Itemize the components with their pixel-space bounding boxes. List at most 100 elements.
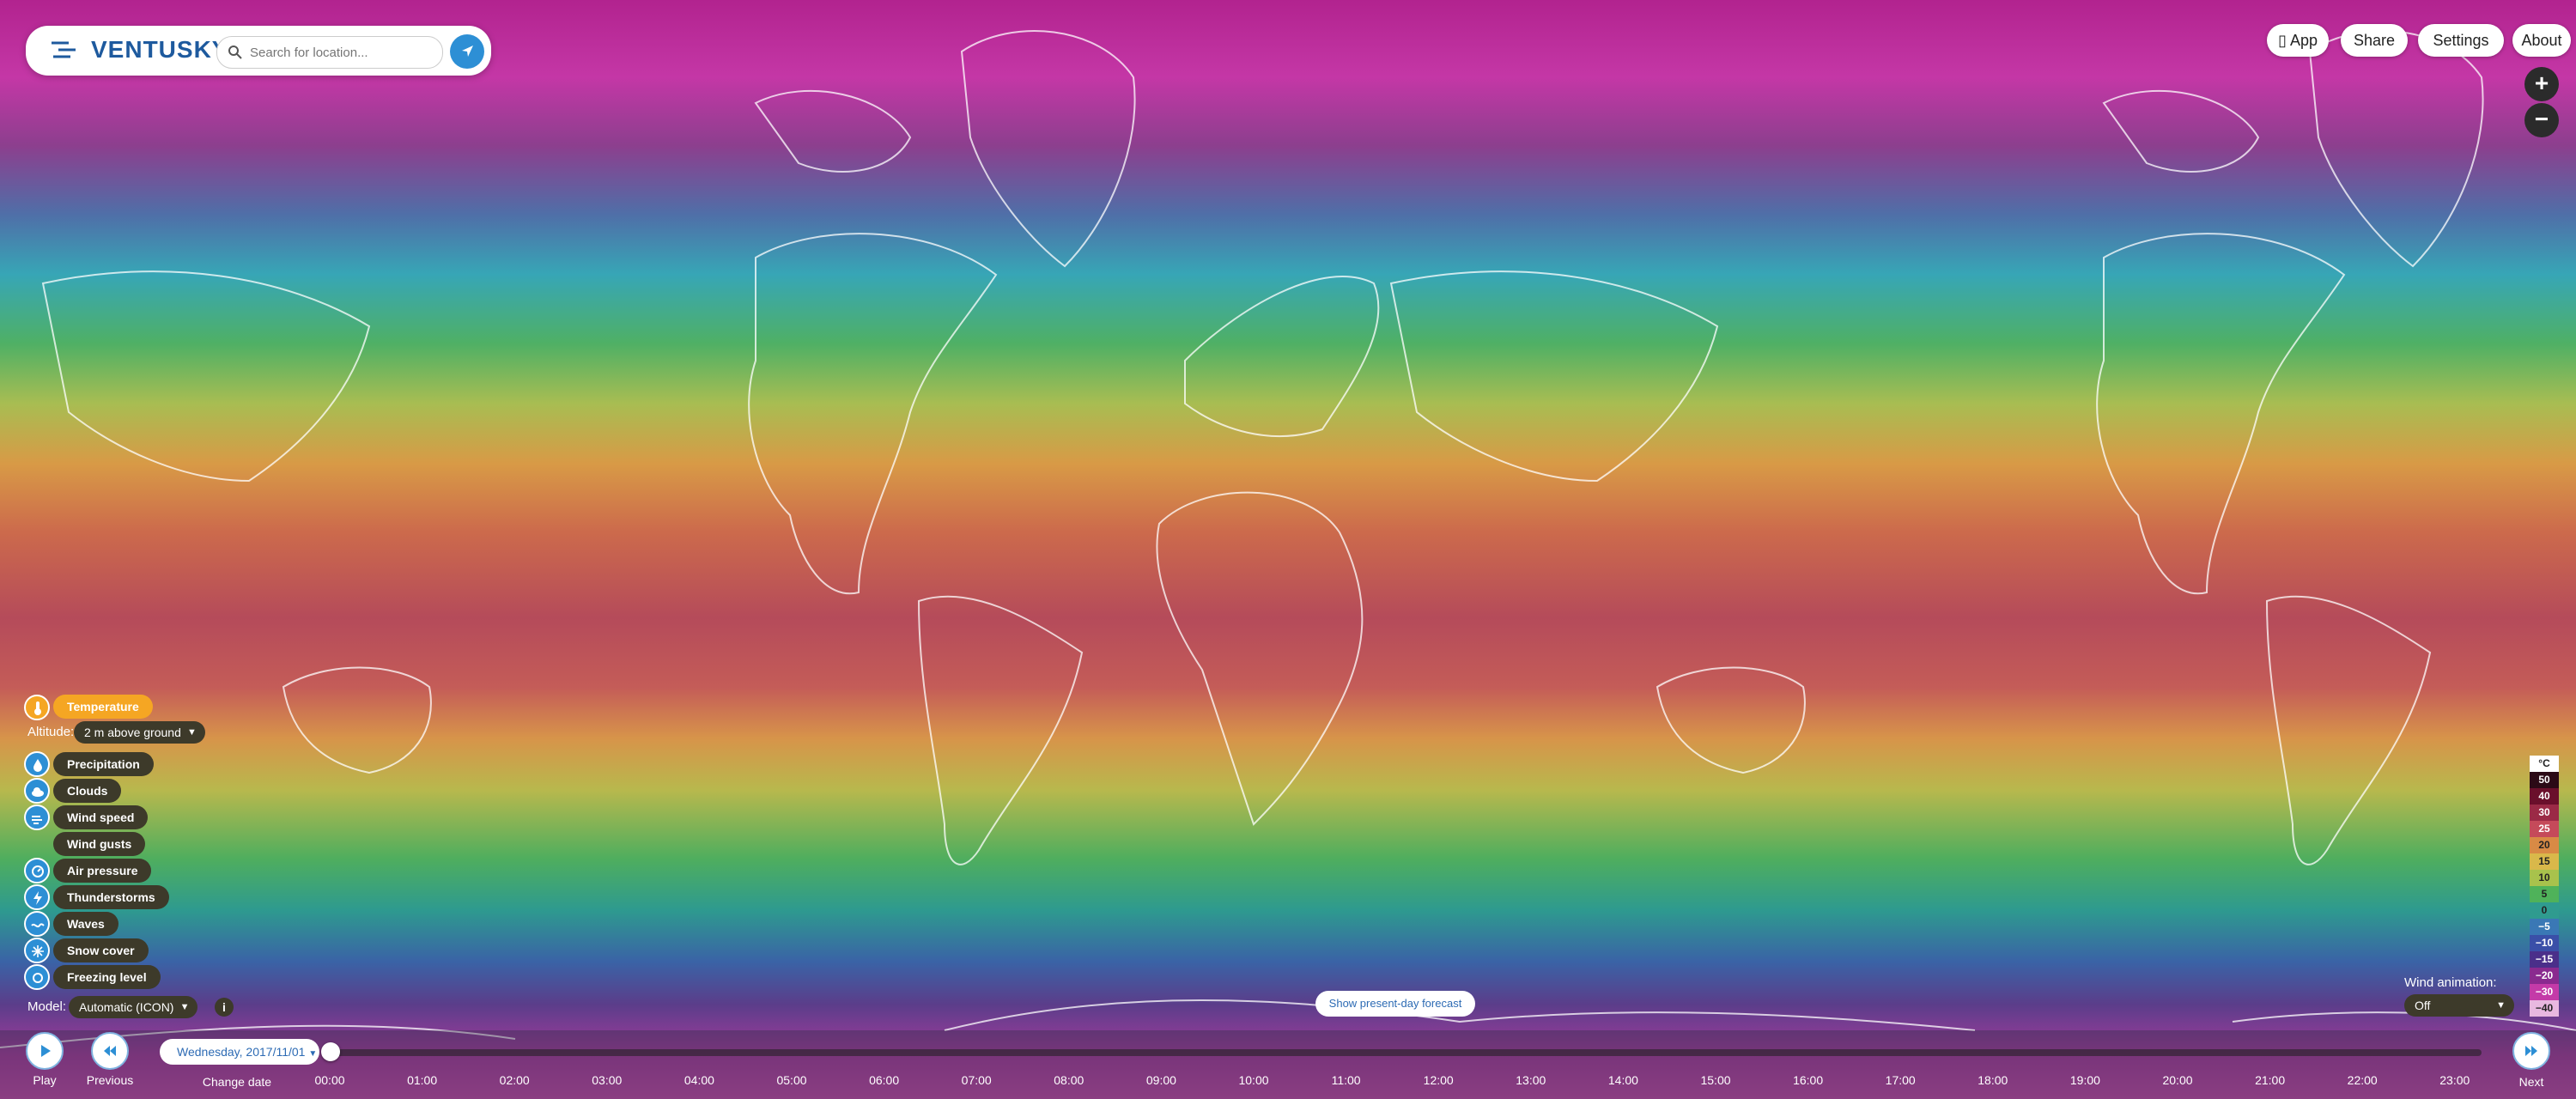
hour-label[interactable]: 06:00 (869, 1073, 900, 1087)
freezing-level-icon[interactable] (24, 964, 50, 990)
hour-label[interactable]: 05:00 (776, 1073, 807, 1087)
search-box[interactable] (216, 36, 443, 69)
date-value: Wednesday, 2017/11/01 (177, 1045, 306, 1059)
legend-entry: 15 (2530, 853, 2559, 870)
model-select[interactable]: Automatic (ICON) ▼ (69, 996, 198, 1018)
air-pressure-icon[interactable] (24, 858, 50, 883)
zoom-in-button[interactable]: + (2524, 67, 2559, 101)
legend-entry: −5 (2530, 919, 2559, 935)
hour-label[interactable]: 20:00 (2162, 1073, 2193, 1087)
hour-label[interactable]: 09:00 (1145, 1073, 1176, 1087)
precipitation-icon[interactable] (24, 751, 50, 777)
layer-snow-cover[interactable]: Snow cover (53, 938, 149, 962)
hour-label[interactable]: 19:00 (2069, 1073, 2100, 1087)
layer-temperature[interactable]: Temperature (53, 695, 153, 719)
zoom-out-button[interactable]: − (2524, 103, 2559, 137)
hour-label[interactable]: 12:00 (1423, 1073, 1454, 1087)
fast-forward-icon (2525, 1046, 2537, 1056)
hour-label[interactable]: 08:00 (1054, 1073, 1084, 1087)
layer-wind-gusts[interactable]: Wind gusts (53, 832, 146, 856)
layer-air-pressure[interactable]: Air pressure (53, 859, 152, 883)
legend-entry: −30 (2530, 984, 2559, 1000)
hour-label[interactable]: 00:00 (314, 1073, 345, 1087)
lightning-icon (33, 891, 42, 905)
legend-entry: 5 (2530, 886, 2559, 902)
previous-button[interactable] (91, 1032, 129, 1070)
wind-icon (32, 816, 42, 824)
hour-label[interactable]: 15:00 (1700, 1073, 1731, 1087)
timeline-handle[interactable] (321, 1042, 340, 1061)
search-icon (228, 46, 242, 59)
header-panel: VENTUSKY (26, 26, 491, 76)
legend-entry: −15 (2530, 951, 2559, 968)
hour-label[interactable]: 23:00 (2439, 1073, 2470, 1087)
share-button[interactable]: Share (2341, 24, 2408, 57)
altitude-value: 2 m above ground (84, 726, 181, 739)
about-button[interactable]: About (2512, 24, 2571, 57)
hour-label[interactable]: 02:00 (499, 1073, 530, 1087)
hour-label[interactable]: 03:00 (592, 1073, 623, 1087)
thunderstorms-icon[interactable] (24, 884, 50, 910)
legend-entry: 20 (2530, 837, 2559, 853)
hour-label[interactable]: 14:00 (1607, 1073, 1638, 1087)
app-button[interactable]: ▯ App (2267, 24, 2329, 57)
next-label: Next (2518, 1075, 2544, 1089)
ventusky-logo[interactable]: VENTUSKY (91, 36, 229, 63)
legend-entry: −20 (2530, 968, 2559, 984)
thermometer-icon (34, 701, 41, 715)
legend-entry: −40 (2530, 1000, 2559, 1017)
wind-animation-select[interactable]: Off ▼ (2404, 994, 2514, 1017)
temperature-legend: °C 50 40 30 25 20 15 10 5 0 −5 −10 −15 −20 −30 −40 (2530, 756, 2559, 1017)
next-button[interactable] (2512, 1032, 2550, 1070)
wind-animation-label: Wind animation: (2404, 975, 2497, 990)
date-picker[interactable]: Wednesday, 2017/11/01 ▼ (160, 1039, 319, 1065)
hour-label[interactable]: 16:00 (1793, 1073, 1824, 1087)
legend-entry: 25 (2530, 821, 2559, 837)
model-label: Model: (27, 999, 67, 1014)
layer-waves[interactable]: Waves (53, 912, 118, 936)
hour-label[interactable]: 13:00 (1516, 1073, 1546, 1087)
info-icon[interactable]: i (215, 998, 234, 1017)
legend-entry: 30 (2530, 805, 2559, 821)
ventusky-logo-icon (52, 41, 76, 58)
hour-label[interactable]: 07:00 (961, 1073, 992, 1087)
hour-label[interactable]: 10:00 (1238, 1073, 1269, 1087)
legend-entry: 10 (2530, 870, 2559, 886)
wave-icon (31, 923, 45, 928)
cloud-icon (32, 787, 44, 797)
chevron-down-icon: ▼ (308, 1049, 318, 1059)
hour-label[interactable]: 18:00 (1978, 1073, 2008, 1087)
layer-wind-speed[interactable]: Wind speed (53, 805, 149, 829)
play-icon (41, 1045, 51, 1057)
layer-precipitation[interactable]: Precipitation (53, 752, 154, 776)
temperature-layer-icon[interactable] (24, 695, 50, 720)
hour-label[interactable]: 01:00 (407, 1073, 438, 1087)
play-button[interactable] (26, 1032, 64, 1070)
wind-speed-icon[interactable] (24, 805, 50, 830)
locate-button[interactable] (450, 34, 484, 69)
hour-label[interactable]: 17:00 (1885, 1073, 1916, 1087)
rewind-icon (104, 1046, 116, 1056)
search-input[interactable] (248, 43, 432, 62)
chevron-down-icon: ▼ (179, 1002, 190, 1012)
layer-clouds[interactable]: Clouds (53, 779, 122, 803)
hour-label[interactable]: 21:00 (2255, 1073, 2286, 1087)
hour-label[interactable]: 04:00 (683, 1073, 714, 1087)
hour-label[interactable]: 22:00 (2347, 1073, 2378, 1087)
hour-label[interactable]: 11:00 (1331, 1073, 1361, 1087)
altitude-select[interactable]: 2 m above ground ▼ (74, 721, 205, 744)
clouds-icon[interactable] (24, 778, 50, 804)
location-arrow-icon (462, 46, 473, 57)
layer-thunderstorms[interactable]: Thunderstorms (53, 885, 169, 909)
phone-icon: ▯ (2278, 32, 2287, 49)
waves-icon[interactable] (24, 911, 50, 937)
settings-button[interactable]: Settings (2418, 24, 2504, 57)
snow-cover-icon[interactable] (24, 938, 50, 963)
show-present-forecast-button[interactable]: Show present-day forecast (1315, 991, 1475, 1017)
altitude-label: Altitude: (27, 725, 75, 739)
timeline-track[interactable] (326, 1049, 2482, 1056)
layer-freezing-level[interactable]: Freezing level (53, 965, 161, 989)
play-label: Play (33, 1073, 57, 1087)
